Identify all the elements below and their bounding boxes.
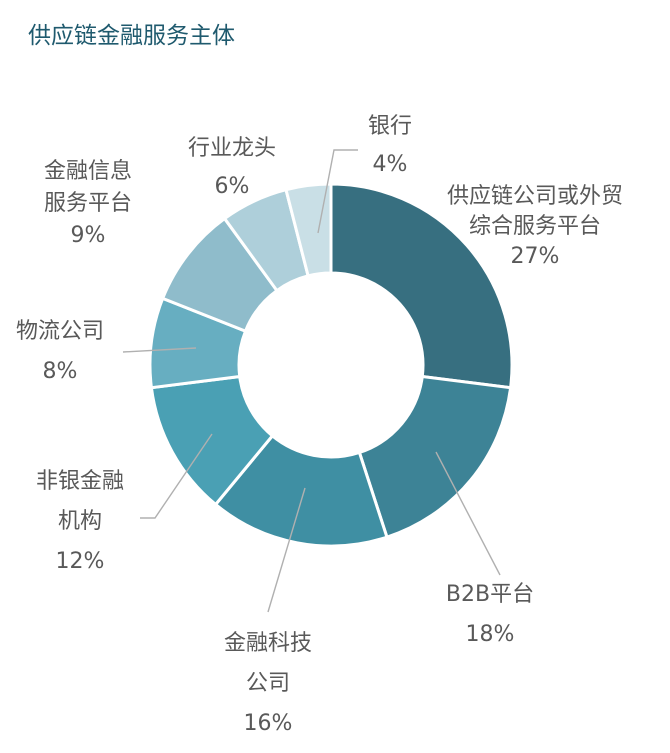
slice-category-label-5: 服务平台: [44, 191, 132, 216]
donut-slice-2: [213, 433, 389, 548]
donut-slice-1: [357, 374, 513, 540]
slice-category-label-2: 公司: [246, 671, 290, 696]
slice-category-label-0: 综合服务平台: [469, 214, 601, 239]
leader-line-1: [435, 451, 501, 576]
slice-value-label-4: 8%: [43, 359, 78, 384]
leader-line-2: [267, 487, 306, 613]
slice-value-label-1: 18%: [466, 622, 515, 647]
leader-line-7: [317, 149, 358, 234]
leader-line-4: [122, 347, 197, 353]
leader-line-3: [140, 433, 213, 519]
slice-category-label-7: 银行: [368, 114, 412, 139]
slice-category-label-3: 机构: [58, 509, 102, 534]
chart-title: 供应链金融服务主体: [28, 23, 235, 49]
slice-category-label-5: 金融信息: [44, 159, 132, 184]
slice-category-label-0: 供应链公司或外贸: [447, 184, 623, 209]
slice-category-label-1: B2B平台: [446, 582, 534, 607]
slice-category-label-2: 金融科技: [224, 631, 312, 656]
slice-value-label-3: 12%: [56, 549, 105, 574]
slice-category-label-4: 物流公司: [16, 319, 104, 344]
slice-category-label-3: 非银金融: [36, 469, 124, 494]
slice-value-label-7: 4%: [373, 152, 408, 177]
slice-value-label-0: 27%: [511, 244, 560, 269]
donut-slice-7: [284, 182, 333, 278]
slice-value-label-6: 6%: [215, 174, 250, 199]
slice-value-label-2: 16%: [244, 711, 293, 736]
slice-category-label-6: 行业龙头: [188, 136, 276, 161]
donut-slice-0: [329, 182, 514, 390]
slice-value-label-5: 9%: [71, 223, 106, 248]
